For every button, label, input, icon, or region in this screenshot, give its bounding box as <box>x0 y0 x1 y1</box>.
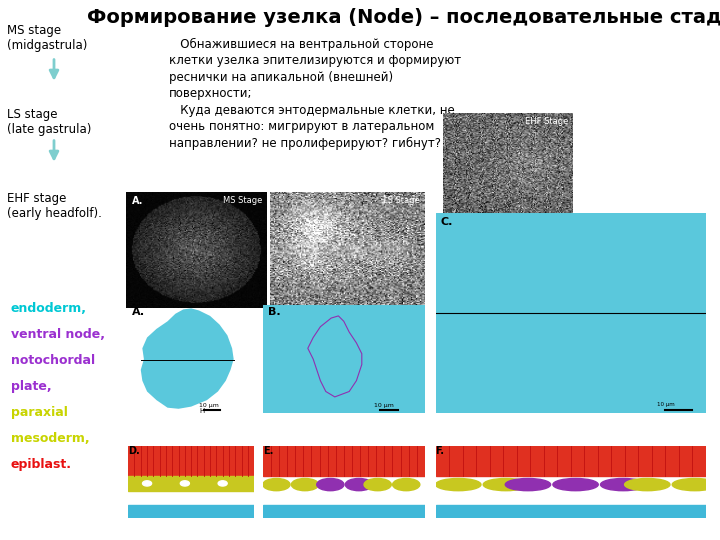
Text: C.: C. <box>441 217 454 227</box>
Text: epiblast.: epiblast. <box>11 458 72 471</box>
Text: H: H <box>199 408 204 414</box>
Bar <box>436 505 706 518</box>
Circle shape <box>672 478 718 491</box>
Circle shape <box>483 478 528 491</box>
Text: LS Stage: LS Stage <box>384 197 420 205</box>
Bar <box>263 446 425 476</box>
Circle shape <box>364 478 391 491</box>
Text: endoderm,: endoderm, <box>11 302 87 315</box>
Text: EHF Stage: EHF Stage <box>525 117 569 126</box>
Text: MS stage
(midgastrula): MS stage (midgastrula) <box>7 24 88 52</box>
Circle shape <box>263 478 290 491</box>
Circle shape <box>600 478 646 491</box>
Bar <box>128 476 254 491</box>
Text: A.: A. <box>132 197 143 206</box>
Circle shape <box>180 481 189 486</box>
Text: notochordal: notochordal <box>11 354 95 367</box>
Circle shape <box>292 478 318 491</box>
Text: Формирование узелка (Node) – последовательные стадии: Формирование узелка (Node) – последовате… <box>86 8 720 27</box>
Bar <box>263 505 425 518</box>
Text: EHF stage
(early headfolf).: EHF stage (early headfolf). <box>7 192 102 220</box>
Circle shape <box>392 478 420 491</box>
Polygon shape <box>141 308 234 409</box>
Text: MS Stage: MS Stage <box>222 197 262 205</box>
Bar <box>128 446 254 476</box>
Text: F.: F. <box>436 446 444 456</box>
Text: B.: B. <box>268 307 280 318</box>
Circle shape <box>553 478 598 491</box>
Text: D.: D. <box>128 446 140 456</box>
Circle shape <box>505 478 551 491</box>
Circle shape <box>218 481 228 486</box>
Text: A.: A. <box>132 307 145 318</box>
Text: 10 μm: 10 μm <box>374 403 395 408</box>
Circle shape <box>346 478 372 491</box>
Text: ventral node,: ventral node, <box>11 328 105 341</box>
Circle shape <box>317 478 344 491</box>
Text: E.: E. <box>263 446 273 456</box>
Text: plate,: plate, <box>11 380 51 393</box>
Text: Обнажившиеся на вентральной стороне
клетки узелка эпителизируются и формируют
ре: Обнажившиеся на вентральной стороне клет… <box>169 38 462 150</box>
Bar <box>436 446 706 476</box>
Circle shape <box>436 478 481 491</box>
Text: 10 μm: 10 μm <box>199 403 219 408</box>
Bar <box>128 505 254 518</box>
Circle shape <box>143 481 152 486</box>
Text: mesoderm,: mesoderm, <box>11 432 89 445</box>
Text: 10 μm: 10 μm <box>657 402 675 407</box>
Text: LS stage
(late gastrula): LS stage (late gastrula) <box>7 108 91 136</box>
Circle shape <box>624 478 670 491</box>
Text: paraxial: paraxial <box>11 406 68 419</box>
